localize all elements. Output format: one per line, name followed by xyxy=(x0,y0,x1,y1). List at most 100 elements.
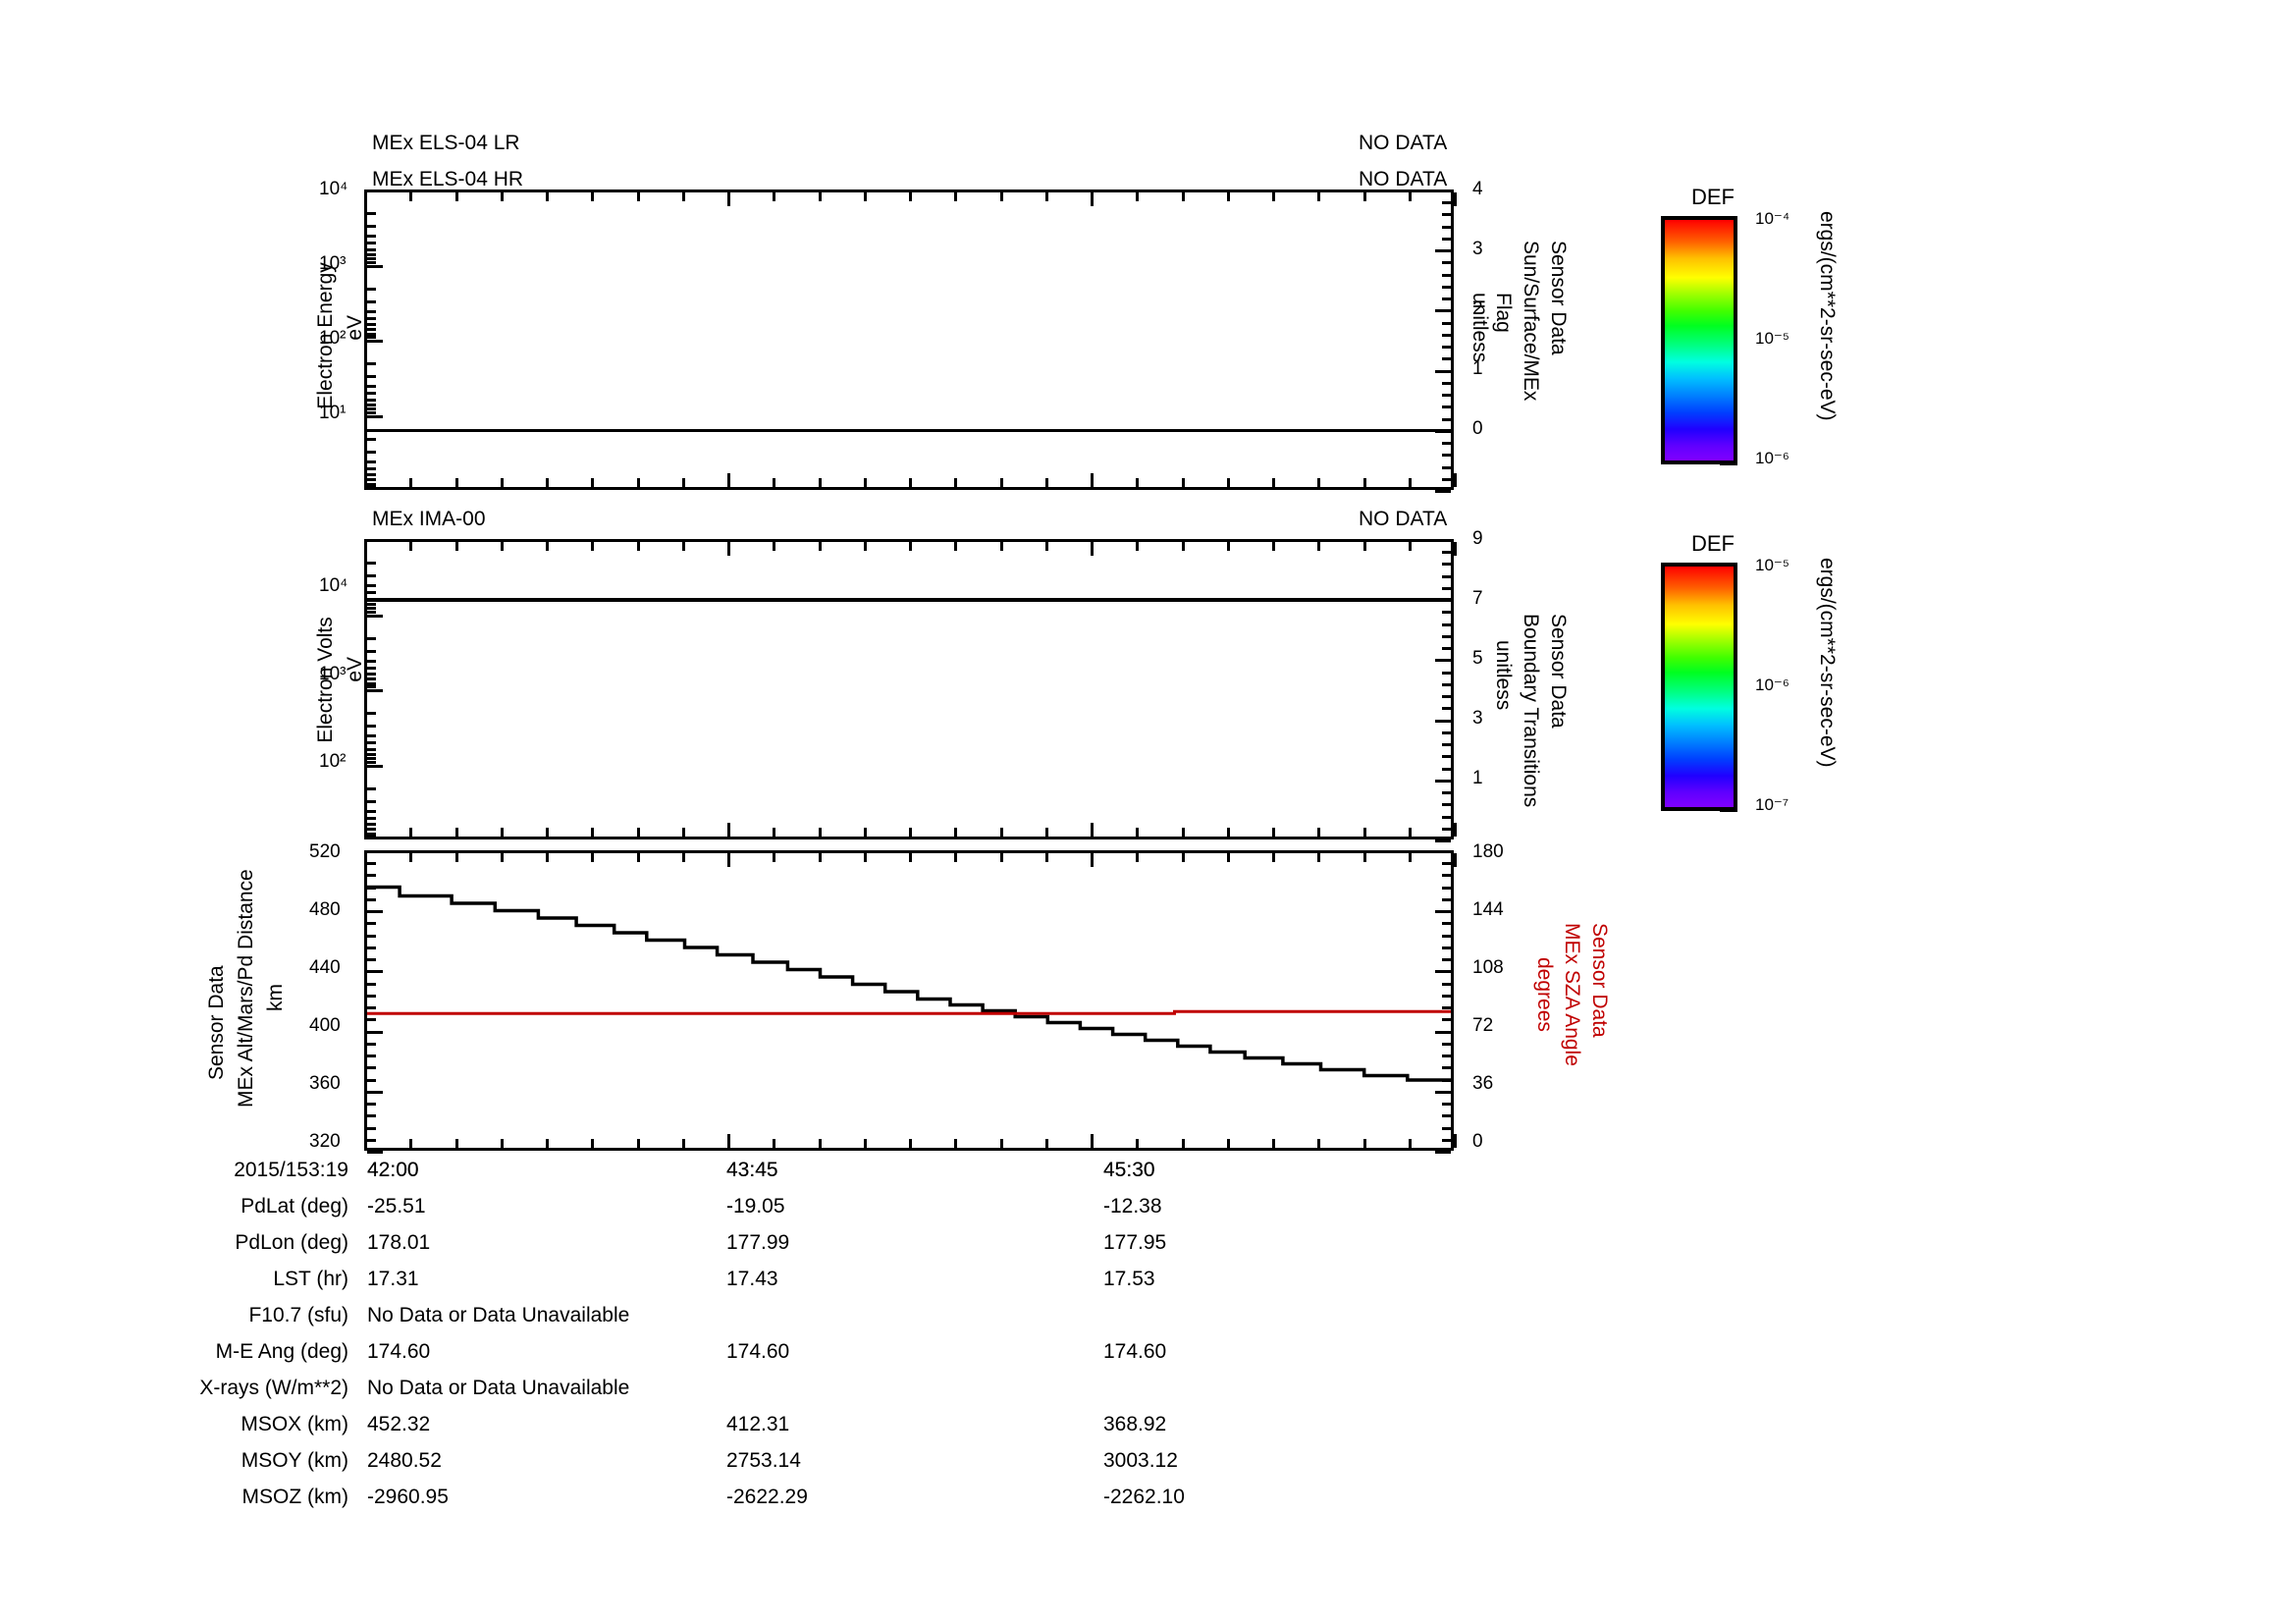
panel-alt-ytick-5: 320 xyxy=(309,1131,341,1152)
eph-row-value: 17.43 xyxy=(726,1268,778,1290)
panel-alt-traces xyxy=(367,885,1451,1082)
panel-alt-y2tick-2: 108 xyxy=(1472,957,1504,978)
colorbar-def-ima-title: DEF xyxy=(1691,531,1735,556)
panel-alt-ytick-1: 480 xyxy=(309,899,341,920)
panel-alt-ytick-0: 520 xyxy=(309,841,341,862)
panel-els-ytick-3: 10¹ xyxy=(319,403,347,423)
panel-ima-series-label-0: MEx IMA-00 xyxy=(372,508,486,530)
colorbar-def-ima-swatch xyxy=(1661,563,1737,811)
eph-row-label: MSOZ (km) xyxy=(241,1486,348,1508)
axis-title-line: km xyxy=(264,984,287,1011)
panel-ima-ytick-2: 10² xyxy=(319,751,347,772)
x-tick-label-1: 43:45 xyxy=(726,1159,778,1181)
panel-alt-left-axis-title-0: Sensor Data xyxy=(205,965,228,1080)
eph-row-label: MSOX (km) xyxy=(240,1413,348,1435)
eph-row-label: LST (hr) xyxy=(273,1268,348,1290)
panel-els-y2tick-3: 1 xyxy=(1472,358,1483,379)
sza-line xyxy=(367,1009,1451,1015)
eph-row-value: 174.60 xyxy=(367,1340,431,1363)
eph-row-value: 178.01 xyxy=(367,1231,431,1254)
eph-row-value: -2622.29 xyxy=(726,1486,808,1508)
panel-alt-y2tick-4: 36 xyxy=(1472,1073,1494,1094)
panel-els-ytick-2: 10² xyxy=(319,328,347,349)
panel-els-y2tick-2: 2 xyxy=(1472,298,1483,319)
panel-ima-ytick-1: 10³ xyxy=(319,664,347,684)
panel-alt-right-axis-title-1: MEx SZA Angle xyxy=(1561,923,1583,1066)
colorbar-gradient xyxy=(1665,220,1734,460)
panel-alt-left-axis-title-2: km xyxy=(264,984,287,1011)
eph-row-value: 412.31 xyxy=(726,1413,790,1435)
eph-row-value: 2480.52 xyxy=(367,1449,442,1472)
eph-row-label: M-E Ang (deg) xyxy=(215,1340,348,1363)
panel-els-ytick-1: 10³ xyxy=(319,253,347,274)
panel-ima-y2tick-2: 5 xyxy=(1472,648,1483,669)
panel-els-nodata-1: NO DATA xyxy=(1359,168,1448,190)
eph-row-value: 174.60 xyxy=(726,1340,790,1363)
panel-els-y2tick-1: 3 xyxy=(1472,239,1483,259)
axis-title-line: Sensor Data xyxy=(205,965,228,1080)
panel-alt-y2tick-5: 0 xyxy=(1472,1131,1483,1152)
eph-row-value: 45:30 xyxy=(1103,1159,1155,1181)
x-tick-label-0: 42:00 xyxy=(367,1159,419,1181)
panel-els-y2tick-4: 0 xyxy=(1472,418,1483,439)
panel-els-series-label-0: MEx ELS-04 LR xyxy=(372,132,520,154)
axis-title-line: MEx SZA Angle xyxy=(1561,923,1583,1066)
eph-row-value: -2960.95 xyxy=(367,1486,449,1508)
panel-ima-ytick-0: 10⁴ xyxy=(319,575,348,596)
eph-row-value: 177.95 xyxy=(1103,1231,1167,1254)
panel-ima-y2tick-3: 3 xyxy=(1472,708,1483,729)
x-tick-label-2: 45:30 xyxy=(1103,1159,1155,1181)
panel-alt-y2tick-0: 180 xyxy=(1472,841,1504,862)
panel-ima-transitions-trace xyxy=(367,598,1451,602)
panel-ima-y2tick-1: 7 xyxy=(1472,588,1483,609)
colorbar-def-els-unit: ergs/(cm**2-sr-sec-eV) xyxy=(1816,211,1839,421)
colorbar-def-els-tick-2: 10⁻⁶ xyxy=(1755,449,1789,467)
colorbar-def-ima-tick-1: 10⁻⁶ xyxy=(1755,676,1789,694)
eph-row-value: 2753.14 xyxy=(726,1449,801,1472)
eph-row-value: 3003.12 xyxy=(1103,1449,1178,1472)
panel-alt-right-axis-title-0: Sensor Data xyxy=(1588,923,1611,1038)
eph-row-value: -19.05 xyxy=(726,1195,785,1217)
panel-els: MEx ELS-04 LR MEx ELS-04 HR NO DATA NO D… xyxy=(0,0,2296,511)
panel-ima-plot-frame xyxy=(364,539,1454,839)
panel-els-nodata-0: NO DATA xyxy=(1359,132,1448,154)
axis-title-line: MEx Alt/Mars/Pd Distance xyxy=(235,869,257,1108)
eph-row-label: PdLat (deg) xyxy=(240,1195,348,1217)
eph-row-label: PdLon (deg) xyxy=(235,1231,348,1254)
panel-alt-y2tick-1: 144 xyxy=(1472,899,1504,920)
panel-els-ytick-0: 10⁴ xyxy=(319,179,348,199)
colorbar-def-els-tick-0: 10⁻⁴ xyxy=(1755,209,1790,228)
eph-row-value: 368.92 xyxy=(1103,1413,1167,1435)
panel-alt-plot-frame xyxy=(364,850,1454,1151)
eph-row-label: F10.7 (sfu) xyxy=(248,1304,348,1326)
panel-alt: Sensor Data MEx Alt/Mars/Pd Distance km … xyxy=(205,841,1611,1152)
eph-row-value: 174.60 xyxy=(1103,1340,1167,1363)
colorbar-def-els-title: DEF xyxy=(1691,185,1735,209)
axis-title-line: Sensor Data xyxy=(1588,923,1611,1038)
eph-row-value: -25.51 xyxy=(367,1195,426,1217)
colorbar-gradient xyxy=(1665,567,1734,807)
eph-row-value: 17.53 xyxy=(1103,1268,1155,1290)
colorbar-def-ima-tick-2: 10⁻⁷ xyxy=(1755,795,1789,814)
colorbar-def-els-swatch xyxy=(1661,216,1737,464)
panel-els-series-label-1: MEx ELS-04 HR xyxy=(372,168,524,190)
eph-row-label: X-rays (W/m**2) xyxy=(199,1377,348,1399)
eph-row-label: MSOY (km) xyxy=(240,1449,348,1472)
panel-els-y2tick-0: 4 xyxy=(1472,179,1483,199)
panel-ima: MEx IMA-00 NO DATA Electron Volts eV 10⁴… xyxy=(314,508,1570,839)
panel-alt-y2tick-3: 72 xyxy=(1472,1015,1494,1036)
panel-ima-y2tick-4: 1 xyxy=(1472,768,1483,788)
panel-els-flag-trace xyxy=(367,429,1451,432)
eph-row-value: -12.38 xyxy=(1103,1195,1162,1217)
colorbar-def-ima-unit: ergs/(cm**2-sr-sec-eV) xyxy=(1816,558,1839,768)
panel-alt-ytick-2: 440 xyxy=(309,957,341,978)
axis-title-line: degrees xyxy=(1533,957,1556,1032)
altitude-staircase-line xyxy=(367,885,1451,1082)
eph-row-value: 17.31 xyxy=(367,1268,419,1290)
colorbar-def-els-tick-1: 10⁻⁵ xyxy=(1755,329,1789,348)
eph-row-value: 452.32 xyxy=(367,1413,431,1435)
eph-row-value: No Data or Data Unavailable xyxy=(367,1304,630,1326)
panel-alt-ytick-3: 400 xyxy=(309,1015,341,1036)
eph-row-value: 177.99 xyxy=(726,1231,790,1254)
panel-els-plot-frame xyxy=(364,189,1454,490)
